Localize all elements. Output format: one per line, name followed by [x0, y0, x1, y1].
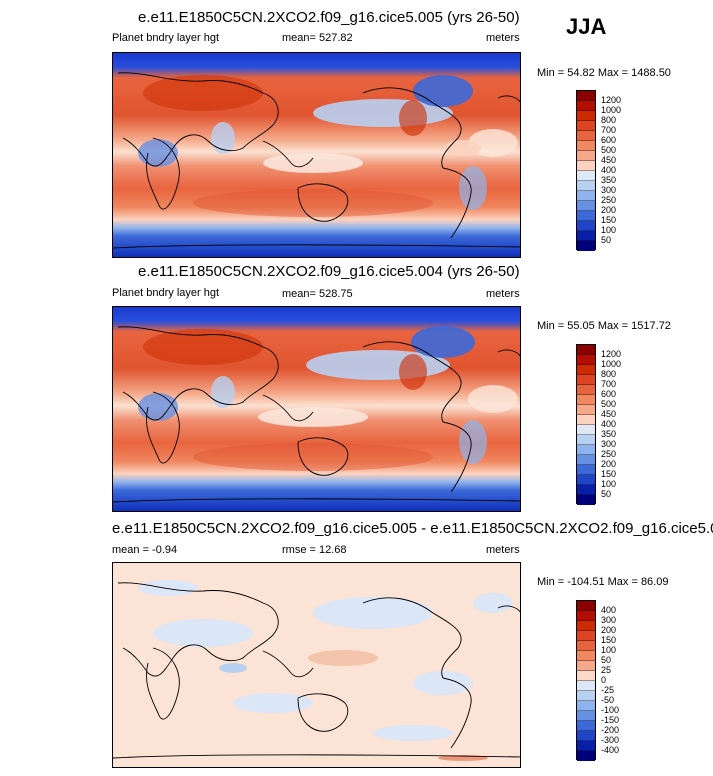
colorbar-tick: 400	[601, 165, 617, 175]
colorbar-tick: 300	[601, 185, 617, 195]
colorbar-tick: -400	[601, 745, 620, 755]
colorbar-tick: 1200	[601, 95, 622, 105]
colorbar-tick: 1000	[601, 359, 622, 369]
colorbar-tick: -200	[601, 725, 620, 735]
colorbar-tick: 600	[601, 389, 617, 399]
colorbar-tick: 450	[601, 155, 617, 165]
panel-3-units-label: meters	[486, 544, 520, 556]
colorbar-tick: -300	[601, 735, 620, 745]
colorbar-tick: 150	[601, 215, 617, 225]
colorbar-tick: 1200	[601, 349, 622, 359]
panel-3-map	[112, 562, 521, 768]
colorbar-tick: 500	[601, 399, 617, 409]
panel-2-title: e.e11.E1850C5CN.2XCO2.f09_g16.cice5.004 …	[138, 263, 520, 280]
panel-3-mean-label: mean = -0.94	[112, 544, 178, 556]
colorbar-tick: 200	[601, 625, 617, 635]
colorbar-tick: 50	[601, 489, 612, 499]
colorbar-tick: 0	[601, 675, 607, 685]
colorbar-tick: 150	[601, 635, 617, 645]
colorbar-tick: 400	[601, 605, 617, 615]
colorbar-tick: -50	[601, 695, 615, 705]
colorbar-tick: 350	[601, 429, 617, 439]
panel-1-colorbar-ticks: 1200 1000 800 700 600 500 450 400 350 30…	[601, 95, 621, 245]
panel-1-minmax: Min = 54.82 Max = 1488.50	[537, 67, 671, 79]
colorbar-tick: 700	[601, 125, 617, 135]
panel-2-colorbar-ticks: 1200 1000 800 700 600 500 450 400 350 30…	[601, 349, 621, 499]
panel-2-colorbar	[576, 344, 596, 505]
colorbar-tick: 100	[601, 479, 617, 489]
panel-2-minmax: Min = 55.05 Max = 1517.72	[537, 320, 671, 332]
colorbar-tick: 350	[601, 175, 617, 185]
colorbar-tick: 300	[601, 439, 617, 449]
panel-3-rmse-label: rmse = 12.68	[282, 544, 347, 556]
colorbar-tick: 150	[601, 469, 617, 479]
colorbar-tick: 100	[601, 645, 617, 655]
colorbar-tick: 300	[601, 615, 617, 625]
colorbar-tick: 700	[601, 379, 617, 389]
panel-3-colorbar	[576, 600, 596, 761]
colorbar-tick: 250	[601, 449, 617, 459]
colorbar-tick: 400	[601, 419, 617, 429]
colorbar-tick: 500	[601, 145, 617, 155]
colorbar-tick: 800	[601, 369, 617, 379]
panel-3-minmax: Min = -104.51 Max = 86.09	[537, 576, 669, 588]
colorbar-tick: 800	[601, 115, 617, 125]
colorbar-tick: -25	[601, 685, 615, 695]
panel-2-variable-label: Planet bndry layer hgt	[112, 287, 220, 299]
colorbar-tick: -100	[601, 705, 620, 715]
panel-1-title: e.e11.E1850C5CN.2XCO2.f09_g16.cice5.005 …	[138, 9, 520, 26]
panel-2-map	[112, 306, 521, 512]
colorbar-tick: 450	[601, 409, 617, 419]
colorbar-tick: 200	[601, 459, 617, 469]
panel-2-mean-label: mean= 528.75	[282, 288, 353, 300]
panel-1-variable-label: Planet bndry layer hgt	[112, 32, 220, 44]
colorbar-tick: 600	[601, 135, 617, 145]
colorbar-tick: 200	[601, 205, 617, 215]
panel-3-title: e.e11.E1850C5CN.2XCO2.f09_g16.cice5.005 …	[112, 520, 713, 537]
colorbar-tick: 1000	[601, 105, 622, 115]
panel-3-colorbar-ticks: 400 300 200 150 100 50 25 0 -25 -50 -100…	[601, 605, 619, 755]
colorbar-tick: 50	[601, 235, 612, 245]
panel-1-units-label: meters	[486, 32, 520, 44]
colorbar-tick: 100	[601, 225, 617, 235]
panel-2-units-label: meters	[486, 288, 520, 300]
panel-1-map	[112, 52, 521, 258]
panel-1-colorbar	[576, 90, 596, 251]
colorbar-tick: 25	[601, 665, 612, 675]
panel-1-mean-label: mean= 527.82	[282, 32, 353, 44]
colorbar-tick: 250	[601, 195, 617, 205]
season-label: JJA	[566, 14, 607, 39]
colorbar-tick: 50	[601, 655, 612, 665]
colorbar-tick: -150	[601, 715, 620, 725]
